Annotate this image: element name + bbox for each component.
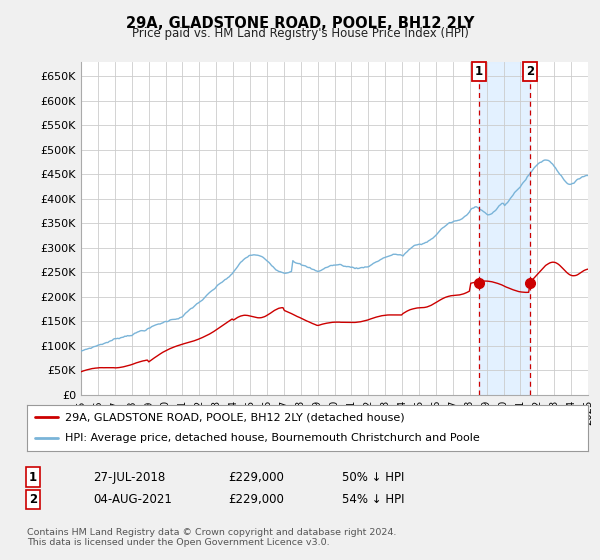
Text: 29A, GLADSTONE ROAD, POOLE, BH12 2LY: 29A, GLADSTONE ROAD, POOLE, BH12 2LY bbox=[126, 16, 474, 31]
Text: 2: 2 bbox=[29, 493, 37, 506]
Text: 27-JUL-2018: 27-JUL-2018 bbox=[93, 470, 165, 484]
Text: 54% ↓ HPI: 54% ↓ HPI bbox=[342, 493, 404, 506]
Text: Contains HM Land Registry data © Crown copyright and database right 2024.
This d: Contains HM Land Registry data © Crown c… bbox=[27, 528, 397, 547]
Text: 1: 1 bbox=[475, 65, 483, 78]
Text: 29A, GLADSTONE ROAD, POOLE, BH12 2LY (detached house): 29A, GLADSTONE ROAD, POOLE, BH12 2LY (de… bbox=[65, 412, 405, 422]
Bar bbox=[479, 62, 530, 395]
Text: 50% ↓ HPI: 50% ↓ HPI bbox=[342, 470, 404, 484]
Text: 1: 1 bbox=[29, 470, 37, 484]
Text: 2: 2 bbox=[526, 65, 534, 78]
Text: £229,000: £229,000 bbox=[228, 470, 284, 484]
Text: HPI: Average price, detached house, Bournemouth Christchurch and Poole: HPI: Average price, detached house, Bour… bbox=[65, 433, 480, 444]
Text: Price paid vs. HM Land Registry's House Price Index (HPI): Price paid vs. HM Land Registry's House … bbox=[131, 27, 469, 40]
Text: 04-AUG-2021: 04-AUG-2021 bbox=[93, 493, 172, 506]
Text: £229,000: £229,000 bbox=[228, 493, 284, 506]
